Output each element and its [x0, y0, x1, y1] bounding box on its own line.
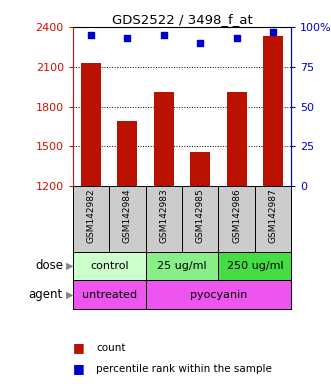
Text: 250 ug/ml: 250 ug/ml: [226, 261, 283, 271]
Text: pyocyanin: pyocyanin: [190, 290, 247, 300]
Bar: [227, 92, 247, 186]
Point: [161, 32, 166, 38]
FancyBboxPatch shape: [73, 186, 109, 252]
Bar: [154, 92, 174, 186]
Text: GSM142987: GSM142987: [268, 188, 278, 243]
Point: [234, 35, 239, 41]
Point: [125, 35, 130, 41]
FancyBboxPatch shape: [109, 186, 146, 252]
Text: 25 ug/ml: 25 ug/ml: [157, 261, 207, 271]
Title: GDS2522 / 3498_f_at: GDS2522 / 3498_f_at: [112, 13, 253, 26]
Text: dose: dose: [35, 260, 63, 272]
Bar: [190, 152, 210, 186]
Text: ▶: ▶: [66, 290, 74, 300]
Text: control: control: [90, 261, 128, 271]
FancyBboxPatch shape: [218, 252, 291, 280]
Bar: [263, 36, 283, 186]
FancyBboxPatch shape: [73, 252, 146, 280]
Point: [270, 28, 276, 35]
FancyBboxPatch shape: [73, 280, 146, 309]
FancyBboxPatch shape: [255, 186, 291, 252]
FancyBboxPatch shape: [218, 186, 255, 252]
Text: GSM142983: GSM142983: [159, 188, 168, 243]
Text: GSM142982: GSM142982: [86, 188, 96, 243]
Text: ▶: ▶: [66, 261, 74, 271]
Text: count: count: [96, 343, 125, 353]
Bar: [81, 63, 101, 186]
Text: ■: ■: [73, 341, 84, 354]
Text: GSM142986: GSM142986: [232, 188, 241, 243]
Text: GSM142984: GSM142984: [123, 188, 132, 243]
Text: ■: ■: [73, 362, 84, 375]
Point: [198, 40, 203, 46]
Text: untreated: untreated: [82, 290, 137, 300]
FancyBboxPatch shape: [146, 186, 182, 252]
Text: agent: agent: [29, 288, 63, 301]
FancyBboxPatch shape: [146, 252, 218, 280]
FancyBboxPatch shape: [182, 186, 218, 252]
Text: GSM142985: GSM142985: [196, 188, 205, 243]
Text: percentile rank within the sample: percentile rank within the sample: [96, 364, 272, 374]
Point: [88, 32, 94, 38]
FancyBboxPatch shape: [146, 280, 291, 309]
Bar: [118, 121, 137, 186]
